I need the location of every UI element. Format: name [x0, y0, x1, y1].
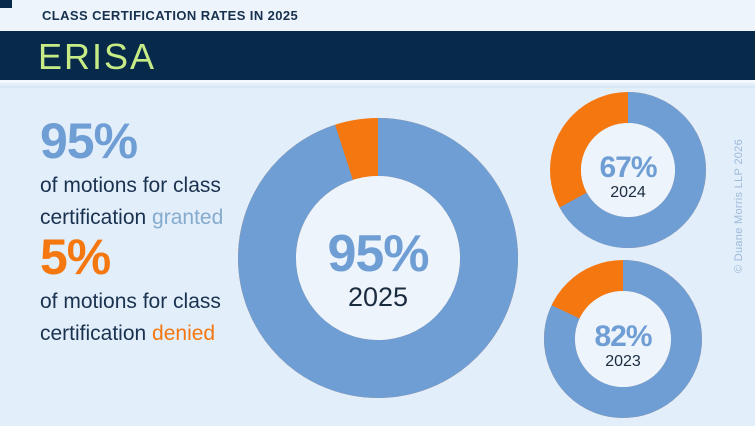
donut-2025-svg: [238, 118, 518, 398]
title-band-underline: [0, 86, 755, 88]
donut-2025-granted-arc: [238, 118, 518, 398]
donut-2023-hole: [575, 291, 671, 387]
corner-accent-block: [0, 0, 12, 8]
granted-percentage: 95%: [40, 113, 138, 169]
donut-2024-granted-arc: [550, 92, 706, 248]
donut-2024-hole: [581, 123, 675, 217]
denied-caption-line2: certification denied: [40, 318, 255, 350]
denied-keyword: denied: [152, 322, 216, 345]
denied-caption-prefix: certification: [40, 322, 153, 345]
donut-chart-2024: 67% 2024: [550, 92, 706, 248]
donut-2024-svg: [550, 92, 706, 248]
donut-2025-hole: [296, 176, 460, 340]
stat-granted: 95% of motions for class certification g…: [40, 116, 255, 234]
granted-caption-prefix: certification: [40, 206, 153, 229]
granted-caption-line1: of motions for class: [40, 174, 221, 197]
donut-2023-granted-arc: [544, 260, 702, 418]
page-kicker: CLASS CERTIFICATION RATES IN 2025: [42, 8, 299, 23]
donut-chart-2023: 82% 2023: [544, 260, 702, 418]
donut-2023-svg: [544, 260, 702, 418]
stat-denied: 5% of motions for class certification de…: [40, 232, 255, 350]
header-strip: CLASS CERTIFICATION RATES IN 2025: [0, 0, 755, 31]
denied-percentage: 5%: [40, 229, 111, 285]
title-band: ERISA: [0, 31, 755, 83]
page-title: ERISA: [38, 36, 157, 77]
granted-keyword: granted: [152, 206, 224, 229]
copyright-text: © Duane Morris LLP 2026: [733, 138, 745, 274]
donut-chart-2025: 95% 2025: [238, 118, 518, 398]
denied-caption-line1: of motions for class: [40, 290, 221, 313]
granted-caption-line2: certification granted: [40, 202, 255, 234]
